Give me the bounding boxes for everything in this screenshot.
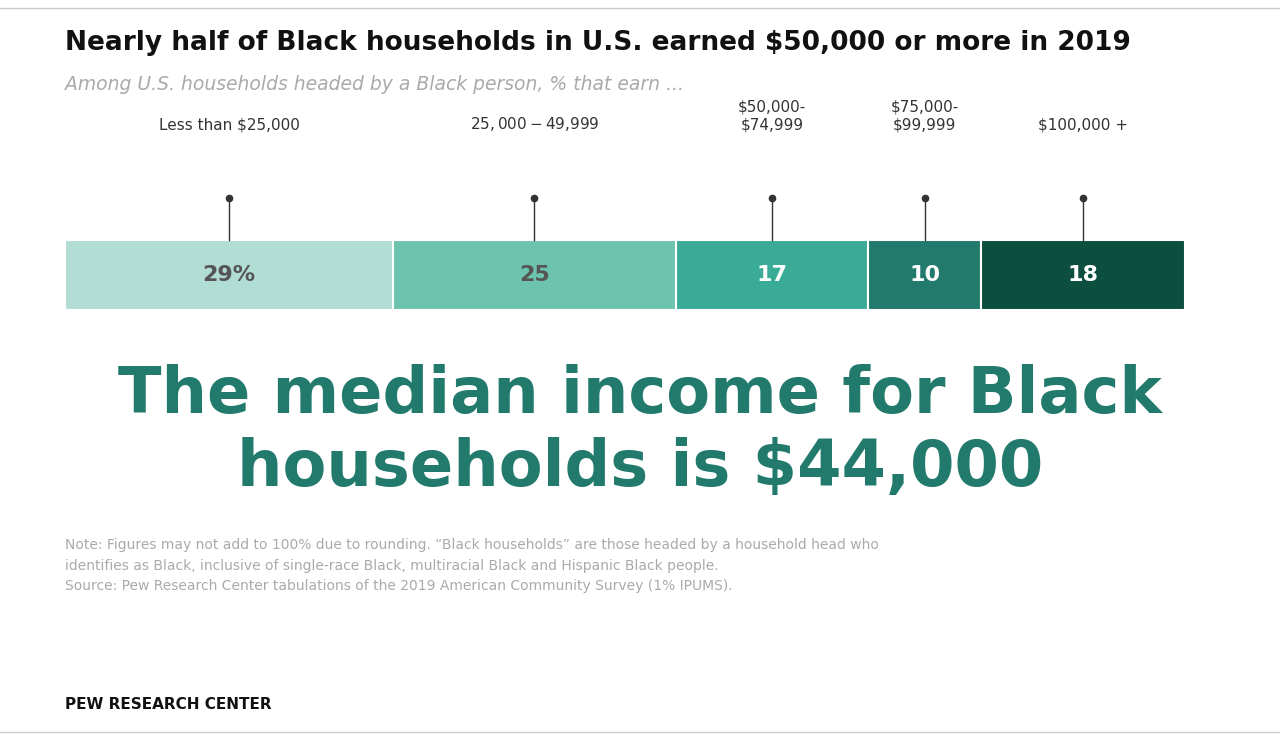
Text: 25: 25: [520, 265, 550, 285]
Bar: [868, 240, 982, 310]
Text: Less than $25,000: Less than $25,000: [159, 118, 300, 133]
Bar: [676, 240, 868, 310]
Text: Nearly half of Black households in U.S. earned $50,000 or more in 2019: Nearly half of Black households in U.S. …: [65, 30, 1130, 56]
Text: 17: 17: [756, 265, 787, 285]
Text: $100,000 +: $100,000 +: [1038, 118, 1128, 133]
Text: 10: 10: [909, 265, 941, 285]
Bar: [65, 240, 393, 310]
Text: households is $44,000: households is $44,000: [237, 437, 1043, 499]
Text: $75,000-
$99,999: $75,000- $99,999: [891, 99, 959, 133]
Text: The median income for Black: The median income for Black: [118, 364, 1162, 426]
Text: PEW RESEARCH CENTER: PEW RESEARCH CENTER: [65, 697, 271, 712]
Text: 18: 18: [1068, 265, 1098, 285]
Text: Among U.S. households headed by a Black person, % that earn ...: Among U.S. households headed by a Black …: [65, 75, 684, 94]
Text: $25,000-$49,999: $25,000-$49,999: [470, 115, 599, 133]
Bar: [393, 240, 676, 310]
Bar: [982, 240, 1185, 310]
Text: Note: Figures may not add to 100% due to rounding. “Black households” are those : Note: Figures may not add to 100% due to…: [65, 538, 879, 594]
Text: 29%: 29%: [202, 265, 256, 285]
Text: $50,000-
$74,999: $50,000- $74,999: [739, 99, 806, 133]
